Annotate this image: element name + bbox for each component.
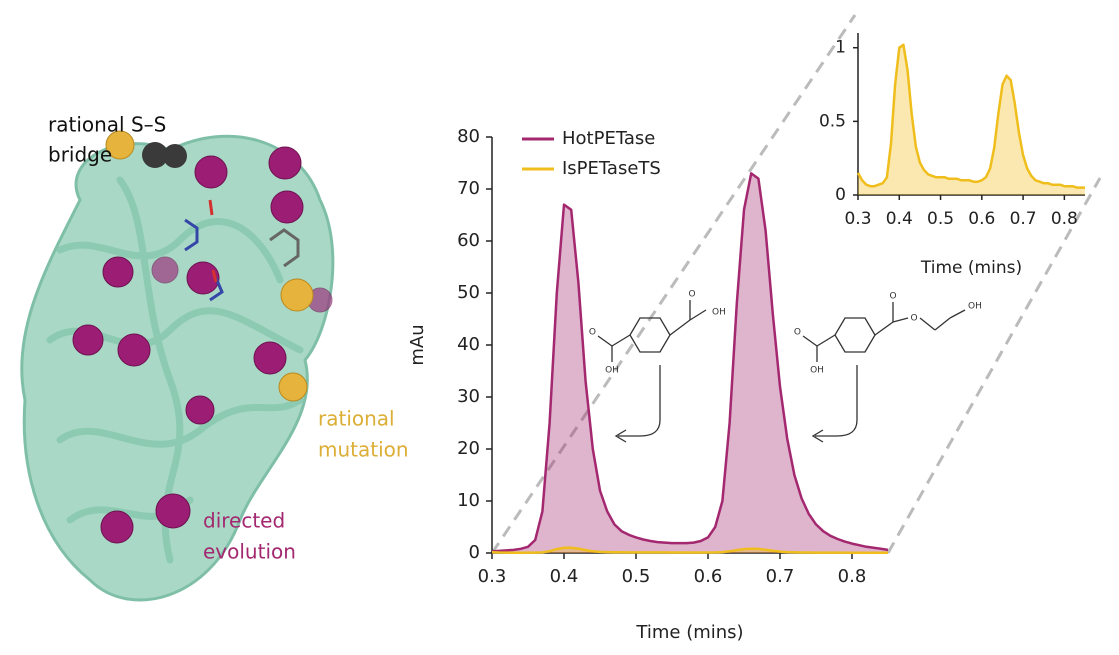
atom-label: O — [589, 328, 596, 338]
x-tick-label: 0.6 — [694, 566, 723, 587]
label-ss-bridge: bridge — [48, 143, 112, 167]
area — [858, 44, 1085, 195]
y-tick-label: 10 — [457, 490, 480, 511]
protein-ribbon — [20, 134, 335, 602]
y-tick-label: 50 — [457, 282, 480, 303]
y-tick-label: 30 — [457, 386, 480, 407]
y-tick-label: 0 — [835, 185, 846, 205]
y-tick-label: 20 — [457, 438, 480, 459]
x-tick-label: 0.5 — [927, 209, 954, 229]
x-tick-label: 0.4 — [550, 566, 579, 587]
line — [856, 43, 1085, 189]
area — [492, 173, 888, 553]
x-tick-label: 0.4 — [886, 209, 913, 229]
label-mutation: mutation — [318, 438, 409, 462]
label-evolution: evolution — [203, 540, 296, 564]
legend-label: HotPETase — [562, 128, 655, 149]
y-tick-label: 0.5 — [819, 111, 846, 131]
y-tick-label: 80 — [457, 126, 480, 147]
line — [491, 546, 888, 554]
molecule — [597, 300, 966, 443]
atom-label: O — [794, 328, 801, 338]
x-tick-label: 0.7 — [766, 566, 795, 587]
y-tick-label: 40 — [457, 334, 480, 355]
atom-label: OH — [810, 366, 824, 376]
x-tick-label: 0.3 — [844, 209, 871, 229]
y-tick-label: 1 — [835, 38, 846, 58]
x-tick-label: 0.7 — [1010, 209, 1037, 229]
line — [491, 172, 889, 553]
y-axis-label: mAu — [407, 324, 428, 365]
atom-label: O — [910, 314, 917, 324]
x-axis-label: Time (mins) — [920, 258, 1022, 278]
x-tick-label: 0.3 — [478, 566, 507, 587]
atom-label: O — [688, 290, 695, 300]
legend-label: IsPETaseTS — [562, 158, 661, 179]
label-ss-bridge: rational S–S — [48, 113, 166, 137]
x-tick-label: 0.6 — [968, 209, 995, 229]
zoom-line — [490, 14, 857, 554]
x-axis-label: Time (mins) — [635, 622, 743, 643]
atom-label: OH — [712, 308, 726, 318]
atom-label: OH — [605, 366, 619, 376]
x-tick-label: 0.8 — [838, 566, 867, 587]
atom-label: OH — [968, 302, 982, 312]
atom-label: O — [889, 292, 896, 302]
label-mutation: rational — [318, 407, 395, 431]
zoom-line — [886, 177, 1102, 554]
y-tick-label: 0 — [469, 542, 480, 563]
x-tick-label: 0.5 — [622, 566, 651, 587]
protein-structure — [20, 130, 335, 602]
label-evolution: directed — [203, 509, 285, 533]
y-tick-label: 60 — [457, 230, 480, 251]
x-tick-label: 0.8 — [1051, 209, 1078, 229]
y-tick-label: 70 — [457, 178, 480, 199]
